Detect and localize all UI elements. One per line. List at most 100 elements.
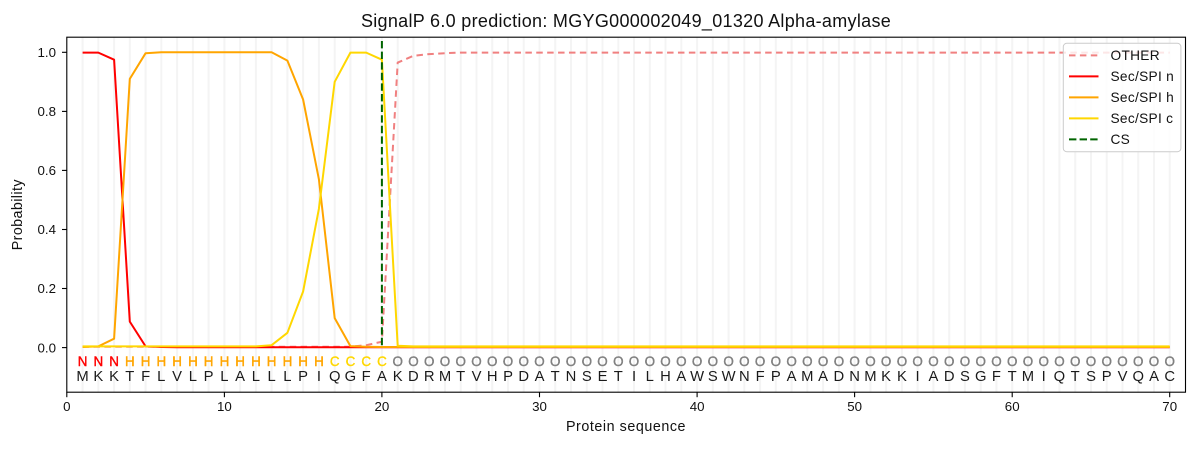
svg-text:I: I [317,369,321,385]
svg-text:C: C [1164,369,1175,385]
svg-text:H: H [172,354,182,369]
svg-text:N: N [739,369,750,385]
svg-text:O: O [566,354,576,369]
svg-text:S: S [960,369,970,385]
svg-text:T: T [614,369,623,385]
svg-text:0.6: 0.6 [38,163,57,178]
svg-text:P: P [204,369,214,385]
svg-text:T: T [551,369,560,385]
svg-text:O: O [881,354,891,369]
svg-text:N: N [93,354,103,369]
svg-text:O: O [597,354,607,369]
svg-text:A: A [535,369,545,385]
svg-text:O: O [392,354,402,369]
svg-text:40: 40 [690,399,705,414]
svg-text:K: K [93,369,103,385]
svg-text:V: V [472,369,482,385]
svg-text:H: H [235,354,245,369]
svg-text:A: A [377,369,387,385]
svg-text:L: L [283,369,291,385]
svg-text:H: H [251,354,261,369]
svg-text:1.0: 1.0 [38,45,57,60]
svg-text:Sec/SPI h: Sec/SPI h [1111,90,1175,105]
svg-text:M: M [801,369,813,385]
svg-text:O: O [849,354,859,369]
svg-text:K: K [881,369,891,385]
svg-text:M: M [76,369,88,385]
svg-text:V: V [172,369,182,385]
svg-text:T: T [456,369,465,385]
svg-text:OTHER: OTHER [1111,48,1160,63]
svg-text:H: H [220,354,230,369]
svg-text:G: G [975,369,987,385]
svg-text:0: 0 [63,399,70,414]
svg-text:30: 30 [532,399,547,414]
svg-text:H: H [125,354,135,369]
svg-text:L: L [267,369,275,385]
svg-text:CS: CS [1111,132,1131,147]
svg-text:F: F [992,369,1001,385]
svg-text:N: N [566,369,577,385]
svg-text:O: O [1086,354,1096,369]
svg-text:0.0: 0.0 [38,340,57,355]
svg-text:O: O [802,354,812,369]
svg-text:Sec/SPI n: Sec/SPI n [1111,69,1175,84]
svg-text:M: M [439,369,451,385]
svg-text:O: O [455,354,465,369]
svg-text:N: N [849,369,860,385]
svg-text:O: O [739,354,749,369]
svg-text:Protein sequence: Protein sequence [566,419,686,435]
svg-text:A: A [676,369,686,385]
svg-text:O: O [613,354,623,369]
svg-text:H: H [267,354,277,369]
svg-text:Q: Q [329,369,341,385]
svg-text:O: O [912,354,922,369]
svg-text:O: O [1038,354,1048,369]
svg-text:D: D [518,369,529,385]
svg-text:D: D [408,369,419,385]
svg-text:M: M [864,369,876,385]
svg-text:H: H [283,354,293,369]
svg-text:T: T [125,369,134,385]
svg-text:T: T [1008,369,1017,385]
svg-text:P: P [771,369,781,385]
svg-text:W: W [722,369,736,385]
svg-text:L: L [220,369,228,385]
svg-text:K: K [109,369,119,385]
svg-text:H: H [141,354,151,369]
svg-text:0.8: 0.8 [38,104,57,119]
svg-text:T: T [1071,369,1080,385]
svg-text:O: O [975,354,985,369]
svg-text:H: H [204,354,214,369]
svg-text:H: H [298,354,308,369]
svg-text:O: O [1117,354,1127,369]
svg-text:70: 70 [1162,399,1177,414]
svg-text:50: 50 [847,399,862,414]
svg-text:L: L [252,369,260,385]
svg-text:K: K [897,369,907,385]
svg-text:F: F [141,369,150,385]
svg-text:L: L [157,369,165,385]
svg-text:O: O [960,354,970,369]
svg-text:O: O [518,354,528,369]
svg-text:O: O [755,354,765,369]
svg-text:P: P [503,369,513,385]
svg-text:C: C [330,354,340,369]
svg-text:O: O [629,354,639,369]
svg-text:A: A [928,369,938,385]
svg-text:A: A [1149,369,1159,385]
svg-text:H: H [487,369,498,385]
svg-text:W: W [690,369,704,385]
svg-text:0.2: 0.2 [38,281,57,296]
svg-text:E: E [598,369,608,385]
svg-text:SignalP 6.0 prediction: MGYG00: SignalP 6.0 prediction: MGYG000002049_01… [361,11,891,32]
svg-text:O: O [692,354,702,369]
svg-text:O: O [723,354,733,369]
svg-text:O: O [865,354,875,369]
svg-text:Q: Q [1054,369,1066,385]
svg-text:O: O [1007,354,1017,369]
svg-text:O: O [534,354,544,369]
svg-text:D: D [944,369,955,385]
svg-text:S: S [582,369,592,385]
svg-text:O: O [1133,354,1143,369]
